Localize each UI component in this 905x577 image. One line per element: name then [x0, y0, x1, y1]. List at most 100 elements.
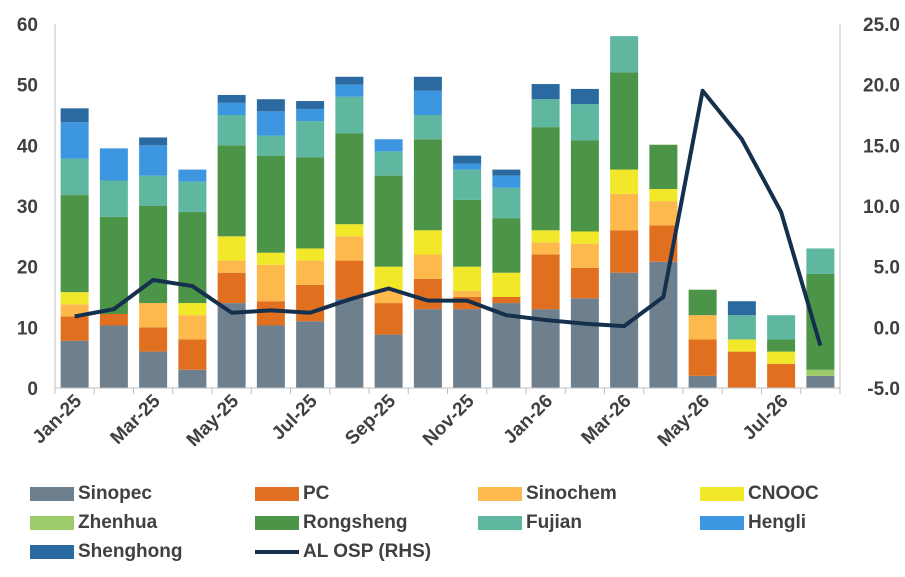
bar-segment-fujian [610, 36, 639, 73]
legend-label: Shenghong [78, 541, 183, 562]
bar-segment-sinopec [178, 369, 207, 388]
bar-segment-fujian [570, 104, 599, 141]
bar-segment-cnooc [256, 252, 285, 265]
bar-segment-sinochem [178, 315, 207, 340]
legend-item: Rongsheng [255, 510, 408, 536]
bar-segment-sinopec [99, 325, 128, 388]
legend-swatch [700, 516, 744, 530]
y-tick-label: 0 [27, 379, 38, 400]
legend-swatch [255, 550, 299, 554]
y-tick-label: 10 [17, 318, 38, 339]
legend-swatch [700, 487, 744, 501]
bar-segment-zhenhua [806, 369, 835, 376]
bar-segment-pc [570, 267, 599, 299]
bar-segment-cnooc [767, 351, 796, 364]
bar-segment-fujian [296, 121, 325, 158]
x-tick-label: Jan-26 [500, 391, 557, 448]
bar-segment-sinopec [296, 321, 325, 388]
bar-segment-pc [767, 363, 796, 388]
legend-swatch [255, 516, 299, 530]
bar-segment-sinochem [610, 193, 639, 231]
bar-segment-pc [374, 303, 403, 335]
bar-segment-hengli [256, 111, 285, 136]
y-tick-label: 40 [17, 136, 38, 157]
bar-segment-sinopec [335, 298, 364, 388]
bar-segment-fujian [217, 115, 246, 146]
bar-segment-sinochem [256, 264, 285, 302]
x-tick-label: Mar-26 [578, 391, 636, 449]
bar-segment-rongsheng [217, 145, 246, 237]
bar-segment-fujian [413, 115, 442, 140]
bar-segment-shenghong [413, 76, 442, 91]
legend: Sinopec PC Sinochem CNOOC Zhenhua Rongsheng Fu… [0, 478, 905, 573]
bar-segment-rongsheng [531, 127, 560, 231]
bar-segment-fujian [139, 175, 168, 206]
bar-segment-rongsheng [688, 289, 717, 316]
legend-swatch [478, 487, 522, 501]
bar-segment-sinopec [139, 351, 168, 388]
legend-label: PC [303, 483, 330, 504]
bar-segment-rongsheng [60, 195, 89, 293]
bar-segment-fujian [335, 96, 364, 134]
bar-segment-fujian [453, 169, 482, 200]
bar-segment-sinochem [688, 315, 717, 340]
bar-segment-cnooc [335, 224, 364, 237]
x-tick-label: Mar-25 [107, 390, 165, 448]
bar-segment-hengli [217, 102, 246, 115]
bar-segment-cnooc [492, 272, 521, 297]
y-tick-label: 20 [17, 258, 38, 279]
bar-segment-rongsheng [767, 339, 796, 352]
bar-segment-sinopec [806, 375, 835, 388]
legend-item: AL OSP (RHS) [255, 539, 431, 565]
legend-swatch [478, 516, 522, 530]
bar-segment-shenghong [453, 155, 482, 164]
bar-segment-pc [60, 316, 89, 341]
bar-segment-fujian [256, 135, 285, 156]
bar-segment-pc [727, 351, 756, 388]
legend-label: AL OSP (RHS) [303, 541, 432, 562]
bar-segment-sinochem [217, 260, 246, 273]
bar-segment-cnooc [413, 230, 442, 255]
bar-series [60, 36, 835, 388]
y-tick-label: 50 [17, 76, 38, 97]
bar-segment-hengli [374, 139, 403, 152]
bar-segment-sinopec [610, 272, 639, 388]
bar-segment-fujian [99, 180, 128, 217]
bar-segment-sinopec [688, 375, 717, 388]
bar-segment-sinochem [570, 243, 599, 268]
bar-segment-cnooc [453, 266, 482, 291]
bar-segment-rongsheng [806, 273, 835, 370]
bar-segment-rongsheng [178, 212, 207, 304]
x-tick-label: Jul-25 [268, 390, 322, 444]
bar-segment-rongsheng [492, 218, 521, 273]
bar-segment-cnooc [531, 230, 560, 243]
bar-segment-hengli [139, 145, 168, 176]
bar-segment-shenghong [60, 108, 89, 123]
line-series [74, 88, 823, 347]
bar-segment-shenghong [139, 137, 168, 146]
bar-segment-sinochem [374, 290, 403, 304]
bar-segment-shenghong [335, 76, 364, 85]
bar-segment-sinochem [335, 236, 364, 261]
bar-segment-sinopec [217, 303, 246, 388]
y2-tick-label: 15.0 [863, 136, 900, 157]
legend-item: Zhenhua [30, 510, 157, 536]
bar-segment-cnooc [610, 169, 639, 194]
legend-label: Hengli [748, 512, 807, 533]
bar-segment-pc [610, 230, 639, 273]
y2-tick-label: 5.0 [874, 258, 900, 279]
bar-segment-fujian [60, 158, 89, 196]
bar-segment-pc [296, 284, 325, 322]
bar-segment-hengli [60, 122, 89, 159]
bar-segment-rongsheng [256, 155, 285, 253]
bar-segment-sinochem [296, 260, 325, 285]
bar-segment-rongsheng [335, 133, 364, 225]
y-tick-label: 60 [17, 15, 38, 36]
bar-segment-rongsheng [570, 140, 599, 232]
axes [54, 24, 841, 394]
bar-segment-fujian [492, 187, 521, 219]
bar-segment-hengli [413, 90, 442, 115]
bar-segment-pc [335, 260, 364, 299]
legend-label: Zhenhua [78, 512, 158, 533]
bar-segment-sinochem [531, 242, 560, 255]
